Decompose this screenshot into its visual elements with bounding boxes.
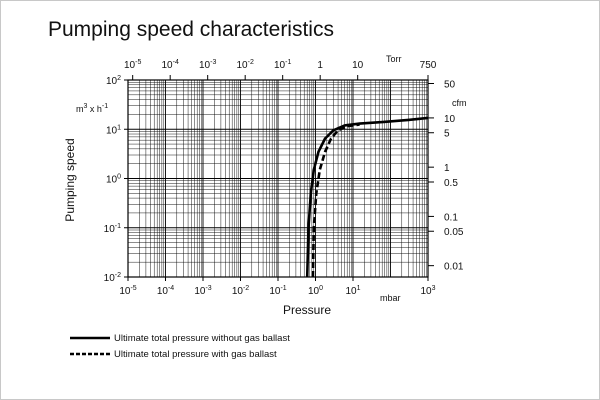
series-line-0 [305,116,429,278]
right-tick-label: 5 [444,129,450,140]
legend: Ultimate total pressure without gas ball… [70,333,290,360]
y-tick-label: 102 [106,75,121,87]
y-axis-unit: m3 x h-1 [76,103,108,114]
x-tick-label: 101 [345,285,360,297]
legend-label-1: Ultimate total pressure with gas ballast [114,349,277,360]
top-tick-label: 10-2 [237,59,254,71]
top-tick-label: 10 [352,60,364,71]
top-tick-label: 10-4 [162,59,179,71]
x-tick-label: 103 [420,285,435,297]
x-tick-label: 10-3 [194,285,211,297]
right-tick-label: 50 [444,79,456,90]
right-tick-label: 0.05 [444,227,464,238]
x-axis-label: Pressure [283,303,331,317]
right-tick-label: 0.1 [444,212,458,223]
top-axis-ticks: 10-5 10-4 10-3 10-2 10-1 1 10 750 [124,59,437,80]
y-axis-ticks: 102 101 100 10-1 10-2 [104,75,128,284]
legend-label-0: Ultimate total pressure without gas ball… [114,333,290,344]
y-tick-label: 10-2 [104,272,121,284]
right-axis-unit: cfm [452,98,467,108]
top-tick-label: 10-1 [274,59,291,71]
top-tick-label: 1 [317,60,323,71]
top-tick-label: 10-3 [199,59,216,71]
chart-title: Pumping speed characteristics [48,18,334,41]
x-tick-label: 100 [308,285,323,297]
series-lines [305,116,429,278]
top-axis-unit: Torr [386,54,402,64]
right-axis-ticks: 50 10 5 1 0.5 0.1 0.05 0.01 [428,79,464,273]
x-axis-unit: mbar [380,293,401,303]
grid [128,80,428,277]
x-tick-label: 10-4 [157,285,174,297]
right-tick-label: 1 [444,163,450,174]
x-axis-ticks: 10-5 10-4 10-3 10-2 10-1 100 101 103 [119,277,436,297]
y-axis-label: Pumping speed [63,138,77,221]
right-tick-label: 0.01 [444,262,464,273]
series-line-1 [311,123,360,278]
top-tick-label: 750 [420,60,437,71]
x-tick-label: 10-1 [269,285,286,297]
right-tick-label: 0.5 [444,178,458,189]
top-tick-label: 10-5 [124,59,141,71]
x-tick-label: 10-5 [119,285,136,297]
y-tick-label: 10-1 [104,223,121,235]
x-tick-label: 10-2 [232,285,249,297]
right-tick-label: 10 [444,114,456,125]
y-tick-label: 100 [106,174,121,186]
y-tick-label: 101 [106,124,121,136]
